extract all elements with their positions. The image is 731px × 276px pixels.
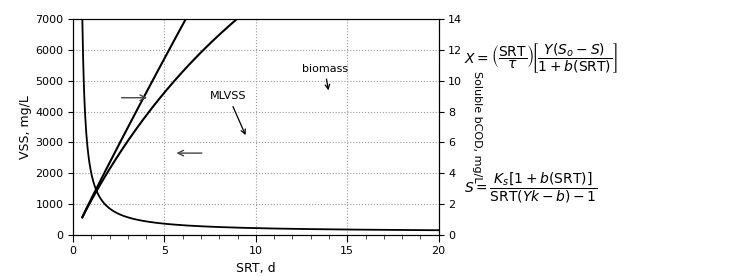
Text: biomass: biomass xyxy=(301,63,348,89)
Text: MLVSS: MLVSS xyxy=(210,91,246,134)
Text: $X = \left(\dfrac{\mathrm{SRT}}{\tau}\right)\!\left[\dfrac{Y(S_o - S)}{1 + b(\ma: $X = \left(\dfrac{\mathrm{SRT}}{\tau}\ri… xyxy=(464,41,618,76)
Y-axis label: Soluble bCOD, mg/L: Soluble bCOD, mg/L xyxy=(472,71,482,183)
Y-axis label: VSS, mg/L: VSS, mg/L xyxy=(20,95,32,159)
Text: $S = \dfrac{K_s[1 + b(\mathrm{SRT})]}{\mathrm{SRT}(Yk - b) - 1}$: $S = \dfrac{K_s[1 + b(\mathrm{SRT})]}{\m… xyxy=(464,171,598,205)
X-axis label: SRT, d: SRT, d xyxy=(236,262,276,275)
